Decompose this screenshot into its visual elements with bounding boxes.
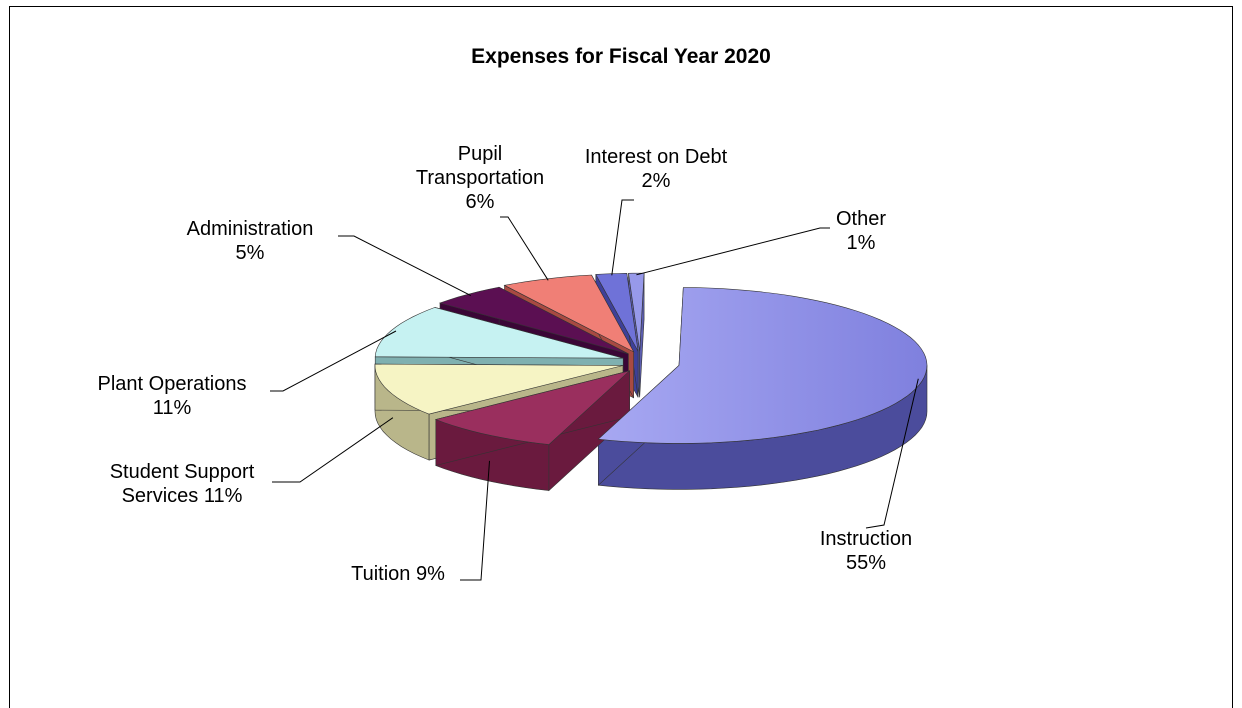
- slice-label-line: Instruction: [820, 528, 912, 550]
- pie-slice-interest-on-debt: [595, 272, 639, 352]
- slice-label-administration: Administration 5%: [187, 218, 314, 264]
- slice-label-line: Interest on Debt: [585, 146, 728, 168]
- leader-line-other: [636, 227, 830, 276]
- leader-line-interest-on-debt: [611, 199, 634, 276]
- slice-label-plant-operations: Plant Operations 11%: [98, 373, 247, 419]
- slice-label-line: 11%: [153, 397, 192, 419]
- slice-label-interest-on-debt: Interest on Debt 2%: [585, 146, 728, 192]
- slice-label-line: Other: [836, 208, 886, 230]
- pie-slice-instruction: [597, 287, 928, 444]
- slice-label-instruction: Instruction 55%: [820, 528, 912, 574]
- pie-slice-plant-operations: [374, 307, 624, 359]
- leader-line-plant-operations: [270, 330, 397, 392]
- labels-layer: Instruction 55% Tuition 9% Student Support S…: [98, 143, 913, 585]
- slice-label-line: Transportation: [416, 167, 544, 189]
- slice-label-line: 1%: [847, 232, 876, 254]
- pie-slice-pupil-transportation: [503, 274, 635, 353]
- slice-label-line: Pupil: [458, 143, 502, 165]
- slice-label-line: 6%: [466, 191, 495, 213]
- leader-line-pupil-transportation: [500, 216, 549, 281]
- slice-label-line: Tuition 9%: [351, 563, 445, 585]
- slice-label-line: Plant Operations: [98, 373, 247, 395]
- slice-label-line: Administration: [187, 218, 314, 240]
- slice-label-line: Student Support: [110, 461, 255, 483]
- leader-line-student-support-services: [272, 417, 394, 483]
- slice-label-pupil-transportation: Pupil Transportation 6%: [416, 143, 544, 213]
- slice-label-tuition: Tuition 9%: [351, 563, 445, 585]
- leader-line-administration: [338, 235, 472, 297]
- slice-label-line: 55%: [846, 552, 886, 574]
- slice-label-line: Services 11%: [122, 485, 243, 507]
- leader-line-tuition: [460, 460, 490, 581]
- leader-lines-layer: [270, 199, 919, 581]
- slice-label-line: 2%: [642, 170, 671, 192]
- chart-title: Expenses for Fiscal Year 2020: [471, 45, 771, 68]
- pie-tops-layer: [374, 272, 928, 445]
- pie-slice-tuition: [434, 370, 630, 445]
- leader-line-instruction: [865, 378, 919, 529]
- slice-label-line: 5%: [236, 242, 265, 264]
- pie-slice-student-support-services: [374, 363, 624, 415]
- slice-label-other: Other 1%: [836, 208, 886, 254]
- slice-label-student-support-services: Student Support Services 11%: [110, 461, 255, 507]
